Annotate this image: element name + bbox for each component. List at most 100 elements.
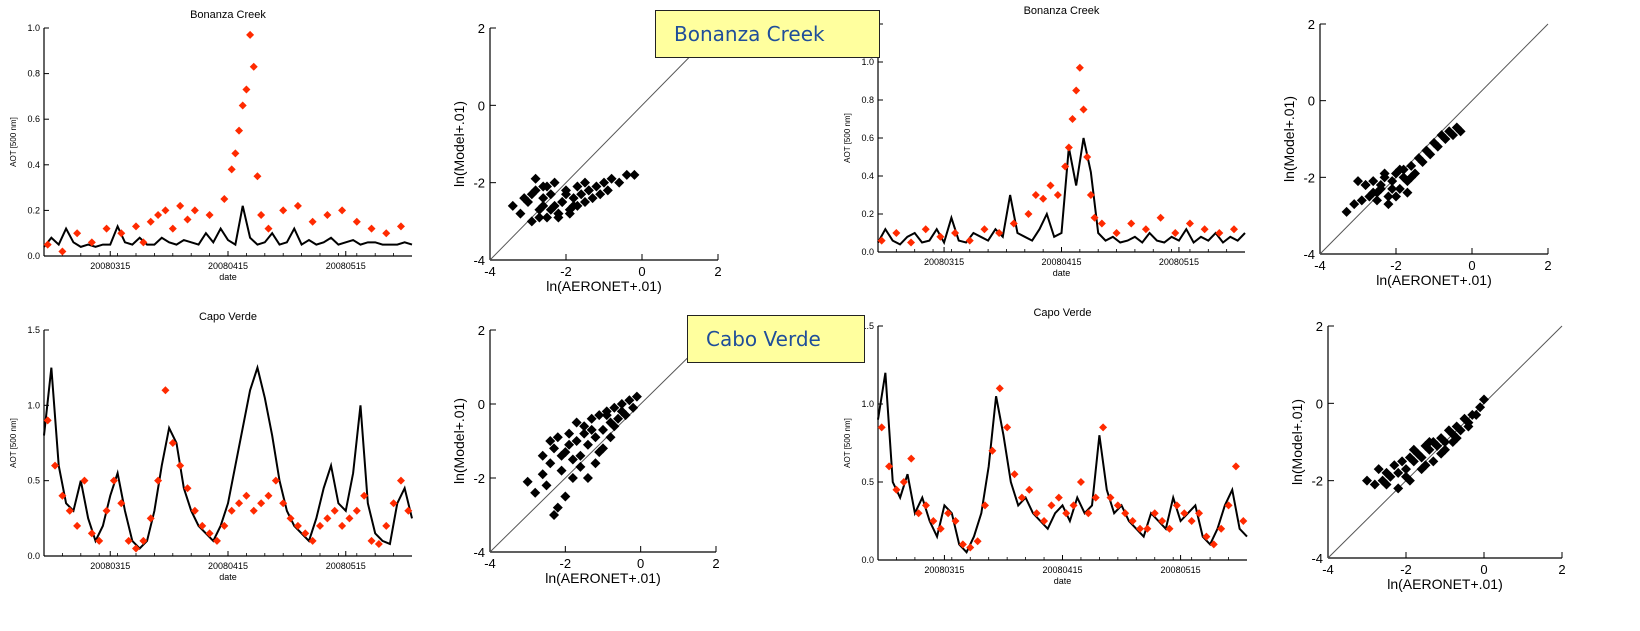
aeronet-point <box>271 476 280 485</box>
aeronet-point <box>286 514 295 523</box>
scatter-point <box>1401 471 1411 482</box>
aeronet-point <box>1106 493 1115 502</box>
aeronet-point <box>257 210 266 219</box>
aeronet-point <box>1202 532 1211 541</box>
y-tick-label: 0.5 <box>27 476 40 486</box>
aeronet-point <box>374 539 383 548</box>
scatter-point <box>1416 452 1427 463</box>
aeronet-point <box>1064 143 1073 152</box>
x-axis-label: ln(AERONET+.01) <box>546 278 662 294</box>
y-tick-label: 0 <box>478 397 485 412</box>
aeronet-point <box>161 386 170 395</box>
scatter-point <box>1436 448 1447 459</box>
scatter-point <box>1479 394 1489 405</box>
y-tick-label: 0.6 <box>861 133 874 143</box>
scatter-point <box>579 428 590 439</box>
aeronet-point <box>367 224 376 233</box>
aeronet-point <box>73 521 82 530</box>
aeronet-point <box>279 499 288 508</box>
aeronet-point <box>190 506 199 515</box>
chart-title: Bonanza Creek <box>1024 5 1100 17</box>
scatter-point <box>575 450 586 461</box>
scatter-point <box>545 204 556 215</box>
aeronet-point <box>389 499 398 508</box>
aeronet-point <box>1158 517 1167 525</box>
scatter-point <box>1385 471 1396 482</box>
aeronet-point <box>227 165 236 174</box>
scatter-point <box>580 177 590 188</box>
aeronet-point <box>1090 213 1099 222</box>
aeronet-point <box>235 126 244 135</box>
scatter-point <box>545 436 556 446</box>
aeronet-point <box>330 506 339 515</box>
aeronet-point <box>264 224 273 233</box>
chart-title: Bonanza Creek <box>190 9 266 21</box>
scatter-point <box>564 439 575 450</box>
aeronet-point <box>205 210 214 219</box>
aeronet-point <box>936 524 945 533</box>
x-tick-label: -2 <box>1390 258 1402 273</box>
aeronet-point <box>360 491 369 500</box>
scatter-point <box>1341 206 1352 217</box>
chart-title: Capo Verde <box>1033 307 1091 319</box>
aeronet-point <box>231 149 240 158</box>
aeronet-point <box>154 476 163 485</box>
aeronet-point <box>80 476 89 485</box>
scatter-point <box>1397 456 1408 467</box>
y-axis-label: ln(Model+.01) <box>1289 399 1305 485</box>
aeronet-point <box>1053 191 1062 199</box>
aeronet-point <box>87 238 96 247</box>
aeronet-point <box>65 506 74 515</box>
aeronet-point <box>892 485 901 494</box>
aeronet-point <box>338 206 347 215</box>
aeronet-point <box>885 462 894 471</box>
aeronet-point <box>995 384 1004 393</box>
scatter-point <box>568 200 579 211</box>
x-axis-label: date <box>1054 576 1072 586</box>
x-tick-label: -2 <box>1400 562 1412 577</box>
y-tick-label: 1.0 <box>861 57 874 67</box>
scatter-point <box>1406 160 1417 171</box>
y-tick-label: 1.5 <box>27 325 40 335</box>
aeronet-point <box>323 210 332 219</box>
aeronet-point <box>1039 194 1048 203</box>
y-tick-label: 0 <box>1316 396 1323 411</box>
scatter-point <box>591 181 602 192</box>
scatter-point <box>515 208 526 219</box>
scatter-point <box>1432 141 1443 152</box>
scatter-point <box>1368 187 1379 198</box>
aeronet-point <box>1031 191 1040 199</box>
aeronet-point <box>1032 509 1041 518</box>
aeronet-point <box>345 514 354 523</box>
scatter-point <box>621 169 632 180</box>
y-tick-label: 0.8 <box>27 69 40 79</box>
scatter-point <box>1401 464 1411 475</box>
scatter-point <box>564 208 575 219</box>
x-tick-label: 20080415 <box>1042 565 1082 575</box>
y-axis-label: AOT [500 nm] <box>9 418 18 468</box>
x-axis-label: ln(AERONET+.01) <box>545 570 661 586</box>
x-tick-label: 20080415 <box>208 261 248 271</box>
x-tick-label: 20080415 <box>208 561 248 571</box>
scatter-point <box>552 502 563 513</box>
scatter-point <box>568 193 579 204</box>
scatter-point <box>595 189 606 200</box>
scatter-point <box>1349 199 1360 210</box>
aeronet-point <box>132 544 140 553</box>
x-tick-label: 20080315 <box>90 561 130 571</box>
y-axis-label: ln(Model+.01) <box>1281 96 1297 182</box>
x-tick-label: 20080515 <box>1159 257 1199 267</box>
aeronet-point <box>892 229 901 237</box>
chart-ts_bonanza_right: 0.00.20.40.60.81.01.22008031520080415200… <box>843 5 1246 278</box>
x-tick-label: -4 <box>484 264 496 279</box>
aeronet-point <box>944 509 953 518</box>
aeronet-point <box>382 229 391 238</box>
y-tick-label: -4 <box>1311 551 1323 566</box>
aeronet-point <box>404 506 413 515</box>
scatter-point <box>1463 421 1474 432</box>
aeronet-point <box>352 217 361 226</box>
aeronet-point <box>117 499 126 508</box>
aeronet-point <box>1215 229 1224 237</box>
scatter-point <box>549 443 560 454</box>
aeronet-point <box>249 506 258 515</box>
